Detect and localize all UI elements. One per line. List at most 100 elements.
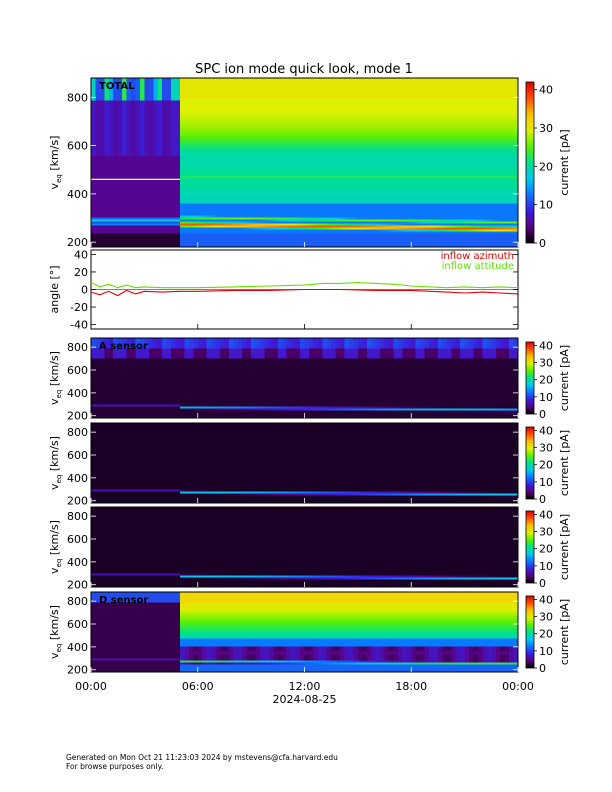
heatmap-cell xyxy=(255,83,261,87)
heatmap-cell xyxy=(99,163,105,166)
heatmap-cell xyxy=(237,175,243,178)
heatmap-cell xyxy=(211,219,216,222)
heatmap-cell xyxy=(131,179,136,182)
heatmap-cell xyxy=(228,107,234,111)
heatmap-cell xyxy=(344,195,350,198)
heatmap-cell xyxy=(344,181,350,184)
heatmap-cell xyxy=(313,85,319,89)
heatmap-cell xyxy=(171,171,176,174)
heatmap-cell xyxy=(255,207,261,210)
heatmap-cell xyxy=(348,141,354,145)
heatmap-cell xyxy=(331,183,337,186)
heatmap-cell xyxy=(99,123,105,127)
heatmap-cell xyxy=(255,155,261,158)
heatmap-cell xyxy=(148,169,154,172)
heatmap-cell xyxy=(251,153,256,156)
heatmap-cell xyxy=(273,141,279,145)
heatmap-cell xyxy=(326,91,332,95)
heatmap-cell xyxy=(228,227,234,230)
heatmap-cell xyxy=(148,163,154,166)
heatmap-cell xyxy=(113,179,119,182)
heatmap-cell xyxy=(122,233,127,236)
heatmap-cell xyxy=(122,123,127,127)
heatmap-cell xyxy=(286,239,292,242)
heatmap-cell xyxy=(113,163,119,166)
heatmap-cell xyxy=(144,197,150,200)
heatmap-cell xyxy=(144,187,150,190)
heatmap-cell xyxy=(197,207,203,210)
heatmap-cell xyxy=(202,155,208,158)
heatmap-cell xyxy=(300,137,305,141)
heatmap-cell xyxy=(184,179,190,182)
heatmap-cell xyxy=(157,151,163,154)
heatmap-cell xyxy=(260,153,265,156)
heatmap-cell xyxy=(117,243,123,246)
heatmap-cell xyxy=(184,167,190,170)
heatmap-cell xyxy=(162,129,168,133)
heatmap-cell xyxy=(148,165,154,168)
heatmap-cell xyxy=(251,173,256,176)
heatmap-cell xyxy=(268,209,274,212)
heatmap-cell xyxy=(135,149,141,152)
heatmap-cell xyxy=(135,207,141,210)
heatmap-cell xyxy=(108,197,114,200)
heatmap-cell xyxy=(340,183,345,186)
heatmap-cell xyxy=(308,89,314,93)
heatmap-cell xyxy=(95,141,101,145)
heatmap-cell xyxy=(175,165,181,168)
heatmap-cell xyxy=(300,199,305,202)
heatmap-cell xyxy=(122,183,127,186)
heatmap-cell xyxy=(211,133,216,137)
heatmap-cell xyxy=(331,135,337,139)
heatmap-cell xyxy=(144,81,150,85)
heatmap-cell xyxy=(273,171,279,174)
heatmap-cell xyxy=(131,195,136,198)
heatmap-cell xyxy=(282,79,288,83)
heatmap-cell xyxy=(251,209,256,212)
heatmap-cell xyxy=(197,151,203,154)
heatmap-cell xyxy=(246,113,252,117)
heatmap-cell xyxy=(295,121,301,125)
heatmap-cell xyxy=(162,223,168,226)
heatmap-cell xyxy=(331,83,337,87)
heatmap-cell xyxy=(300,175,305,178)
heatmap-cell xyxy=(273,83,279,87)
heatmap-cell xyxy=(313,177,319,180)
heatmap-cell xyxy=(215,165,221,168)
heatmap-cell xyxy=(184,235,190,238)
heatmap-cell xyxy=(153,225,159,228)
heatmap-cell xyxy=(188,141,194,145)
heatmap-cell xyxy=(322,133,328,137)
heatmap-cell xyxy=(139,95,145,99)
heatmap-cell xyxy=(95,149,101,152)
heatmap-cell xyxy=(91,139,96,143)
heatmap-cell xyxy=(304,113,310,117)
heatmap-cell xyxy=(171,201,176,204)
heatmap-cell xyxy=(166,245,172,247)
heatmap-cell xyxy=(304,85,310,89)
heatmap-cell xyxy=(122,81,127,85)
heatmap-cell xyxy=(286,109,292,113)
heatmap-cell xyxy=(175,235,181,238)
heatmap-cell xyxy=(224,79,230,83)
heatmap-cell xyxy=(300,139,305,143)
heatmap-cell xyxy=(184,161,190,164)
heatmap-cell xyxy=(171,137,176,141)
heatmap-cell xyxy=(171,99,176,103)
heatmap-cell xyxy=(264,97,270,101)
heatmap-cell xyxy=(228,97,234,101)
heatmap-cell xyxy=(237,161,243,164)
heatmap-cell xyxy=(153,103,159,107)
heatmap-cell xyxy=(126,143,132,146)
heatmap-cell xyxy=(131,143,136,146)
heatmap-cell xyxy=(175,91,181,95)
heatmap-cell xyxy=(126,97,132,101)
heatmap-cell xyxy=(255,163,261,166)
heatmap-cell xyxy=(91,121,96,125)
heatmap-cell xyxy=(286,147,292,150)
heatmap-cell xyxy=(215,78,221,81)
heatmap-cell xyxy=(113,175,119,178)
heatmap-cell xyxy=(237,103,243,107)
heatmap-cell xyxy=(162,95,168,99)
heatmap-cell xyxy=(157,213,163,216)
